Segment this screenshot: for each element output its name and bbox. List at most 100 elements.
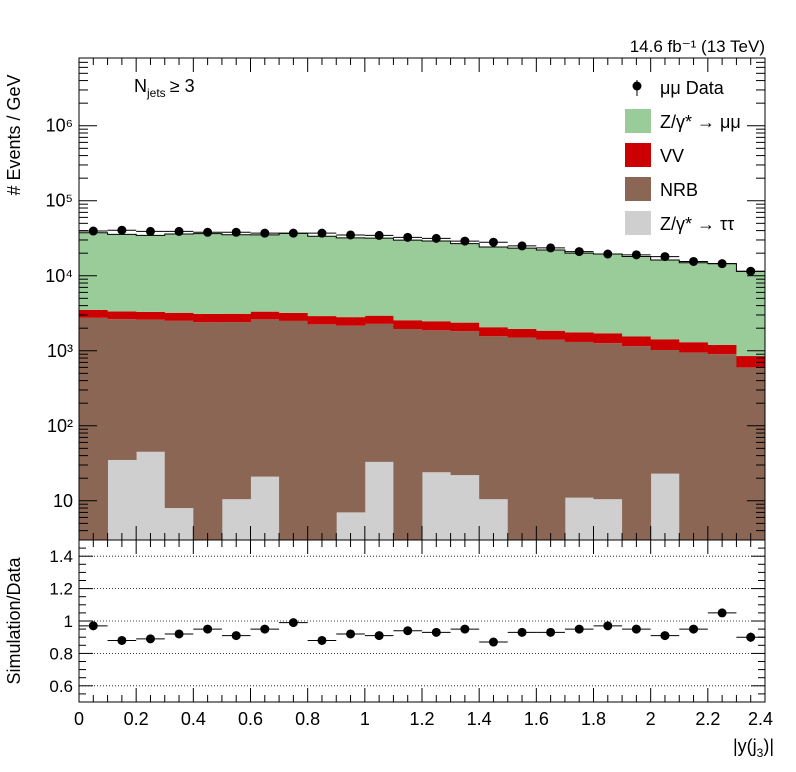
legend-swatch-3: [625, 177, 651, 201]
bar-z-13: [450, 243, 480, 323]
xtick-label-12: 2.4: [748, 709, 773, 729]
legend-swatch-1: [625, 109, 651, 133]
bar-vv-2: [136, 311, 166, 320]
bar-vv-11: [393, 320, 423, 330]
x-axis-label-tail: )|: [763, 736, 774, 756]
ratio-point-17: [574, 624, 584, 634]
data-point-5: [231, 227, 241, 237]
data-point-19: [631, 250, 641, 260]
ratio-point-15: [517, 627, 527, 637]
bar-vv-7: [279, 312, 309, 321]
bar-vv-22: [707, 344, 737, 355]
xtick-label-9: 1.8: [581, 709, 606, 729]
bar-z-22: [707, 263, 737, 345]
top-axis-ticks: 10 10² 10³ 10⁴ 10⁵ 10⁶: [45, 57, 766, 541]
ratio-point-8: [317, 635, 327, 645]
data-point-16: [546, 243, 556, 253]
bar-nrb-7: [279, 320, 309, 540]
data-point-8: [317, 228, 327, 238]
bar-nrb-1: [107, 319, 137, 460]
ratio-point-11: [403, 626, 413, 636]
ratio-point-12: [431, 627, 441, 637]
bar-nrb-17: [564, 341, 594, 498]
top-ytick-label-0: 10: [53, 491, 73, 511]
top-ytick-label-2: 10³: [47, 341, 73, 361]
bar-vv-17: [564, 332, 594, 342]
bar-nrb-22: [707, 354, 737, 540]
data-point-1: [117, 225, 127, 235]
ratio-ytick-label-3: 1.2: [49, 580, 73, 599]
ratio-point-10: [374, 631, 384, 641]
bar-nrb-14: [479, 336, 509, 500]
bar-nrb-4: [193, 322, 223, 540]
bar-vv-10: [364, 315, 394, 324]
bar-nrb-6: [250, 319, 280, 477]
xtick-label-6: 1.2: [409, 709, 434, 729]
ratio-point-3: [174, 629, 184, 639]
ratio-point-22: [717, 608, 727, 618]
bar-vv-5: [221, 313, 251, 323]
bar-z-10: [364, 461, 394, 540]
xtick-label-8: 1.6: [524, 709, 549, 729]
data-point-15: [517, 241, 527, 251]
bar-z-4: [193, 233, 223, 314]
data-point-3: [174, 226, 184, 236]
bar-vv-1: [107, 311, 137, 320]
bar-nrb-19: [622, 346, 652, 540]
legend-marker-0: [632, 81, 642, 91]
top-ytick-label-3: 10⁴: [45, 266, 73, 286]
bar-z-6: [250, 476, 280, 540]
data-point-10: [374, 230, 384, 240]
ratio-points: [79, 608, 765, 647]
data-point-17: [574, 247, 584, 257]
bar-z-14: [479, 247, 509, 328]
legend-swatch-4: [625, 211, 651, 235]
xtick-label-10: 2: [646, 709, 656, 729]
ratio-point-20: [660, 631, 670, 641]
bar-nrb-2: [136, 319, 166, 452]
ratio-point-0: [88, 621, 98, 631]
bar-nrb-20: [650, 350, 680, 474]
bar-vv-20: [650, 339, 680, 351]
bar-z-11: [393, 240, 423, 321]
xtick-label-1: 0.2: [124, 709, 149, 729]
xtick-label-5: 1: [360, 709, 370, 729]
ratio-point-13: [460, 624, 470, 634]
bar-z-19: [622, 256, 652, 337]
bar-z-20: [650, 259, 680, 340]
data-point-20: [660, 252, 670, 262]
top-ytick-label-1: 10²: [47, 416, 73, 436]
ratio-point-23: [746, 632, 756, 642]
bar-z-15: [507, 248, 537, 330]
bar-vv-15: [507, 329, 537, 338]
data-point-4: [203, 227, 213, 237]
top-ytick-label-5: 10⁶: [46, 116, 73, 136]
selection-label-main: N: [134, 76, 147, 96]
bar-z-23: [736, 271, 766, 357]
ratio-y-axis-label: Simulation/Data: [4, 556, 24, 684]
main-plot-panel: 10 10² 10³ 10⁴ 10⁵ 10⁶: [45, 57, 766, 541]
bar-z-17: [564, 253, 594, 333]
ratio-point-14: [488, 637, 498, 647]
bar-nrb-18: [593, 343, 623, 500]
bar-nrb-16: [536, 339, 566, 540]
bar-z-12: [422, 240, 451, 322]
bar-nrb-8: [307, 324, 337, 540]
bar-z-13: [450, 475, 480, 540]
bar-nrb-11: [393, 329, 423, 540]
stacked-histograms: [79, 232, 766, 540]
bar-vv-13: [450, 322, 480, 332]
ratio-point-7: [288, 618, 298, 628]
legend: μμ Data Z/γ* → μμ VV NRB Z/γ* → ττ: [625, 78, 741, 235]
data-point-13: [460, 236, 470, 246]
ratio-point-1: [117, 635, 127, 645]
bar-z-1: [107, 234, 137, 312]
ratio-axis-ticks: 0.6 0.8 1 1.2 1.4 0 0.2 0.4 0.6 0.8 1 1.2 1.4 1.6 1.8 2…: [49, 539, 773, 729]
ratio-ytick-label-1: 0.8: [49, 644, 73, 663]
data-point-18: [603, 249, 613, 259]
bar-nrb-9: [336, 325, 366, 513]
bar-nrb-12: [422, 330, 451, 473]
bar-vv-8: [307, 316, 337, 325]
bar-z-21: [679, 262, 709, 343]
